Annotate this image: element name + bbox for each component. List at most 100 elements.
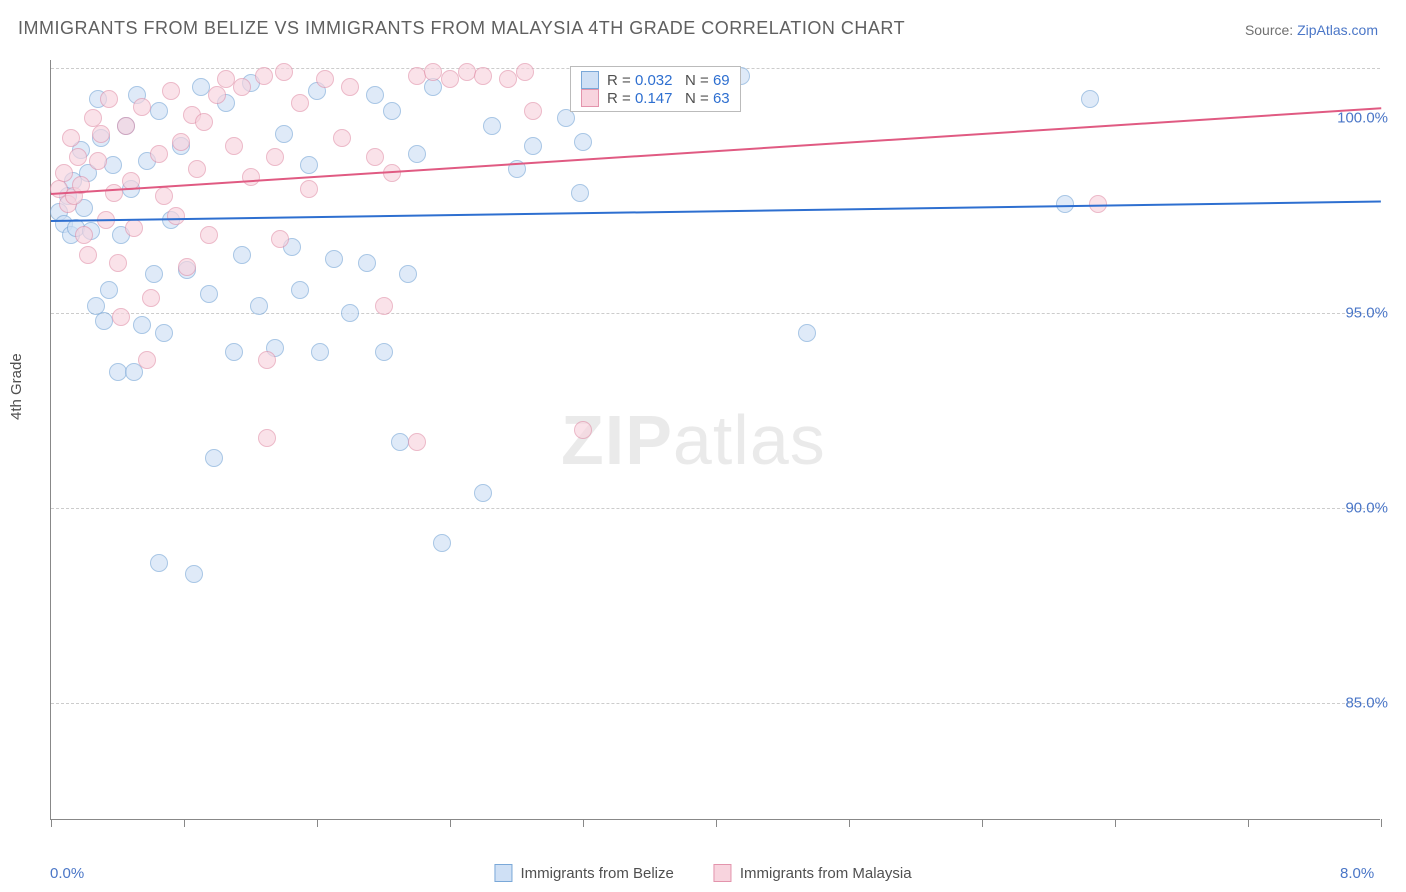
scatter-point <box>375 343 393 361</box>
scatter-point <box>192 78 210 96</box>
y-tick-label: 85.0% <box>1345 695 1388 712</box>
scatter-point <box>55 164 73 182</box>
scatter-point <box>325 250 343 268</box>
scatter-point <box>408 145 426 163</box>
scatter-point <box>109 363 127 381</box>
y-tick-label: 90.0% <box>1345 500 1388 517</box>
scatter-point <box>92 125 110 143</box>
scatter-point <box>155 324 173 342</box>
scatter-point <box>474 67 492 85</box>
scatter-point <box>271 230 289 248</box>
x-tick <box>317 819 318 827</box>
scatter-point <box>150 145 168 163</box>
gridline-horizontal <box>51 313 1380 314</box>
legend-stats: R = 0.147 N = 63 <box>607 90 730 107</box>
scatter-point <box>311 343 329 361</box>
scatter-point <box>125 219 143 237</box>
scatter-plot-area: ZIPatlas <box>50 60 1380 820</box>
scatter-point <box>300 156 318 174</box>
scatter-point <box>200 285 218 303</box>
scatter-point <box>150 102 168 120</box>
legend-swatch <box>581 89 599 107</box>
scatter-point <box>341 78 359 96</box>
scatter-point <box>408 67 426 85</box>
scatter-point <box>275 63 293 81</box>
scatter-point <box>341 304 359 322</box>
x-tick <box>583 819 584 827</box>
scatter-point <box>258 429 276 447</box>
scatter-point <box>225 343 243 361</box>
scatter-point <box>366 148 384 166</box>
scatter-point <box>150 554 168 572</box>
scatter-point <box>798 324 816 342</box>
watermark: ZIPatlas <box>561 400 826 480</box>
legend-swatch <box>714 864 732 882</box>
scatter-point <box>291 94 309 112</box>
scatter-point <box>138 351 156 369</box>
scatter-point <box>366 86 384 104</box>
legend-stats: R = 0.032 N = 69 <box>607 72 730 89</box>
scatter-point <box>185 565 203 583</box>
scatter-point <box>195 113 213 131</box>
x-tick-label: 0.0% <box>50 865 84 882</box>
scatter-point <box>155 187 173 205</box>
scatter-point <box>133 316 151 334</box>
scatter-point <box>499 70 517 88</box>
scatter-point <box>188 160 206 178</box>
scatter-point <box>172 133 190 151</box>
scatter-point <box>178 258 196 276</box>
scatter-point <box>391 433 409 451</box>
legend-swatch <box>581 71 599 89</box>
scatter-point <box>117 117 135 135</box>
scatter-point <box>574 421 592 439</box>
scatter-point <box>133 98 151 116</box>
scatter-point <box>100 281 118 299</box>
y-tick-label: 95.0% <box>1345 305 1388 322</box>
correlation-legend: R = 0.032 N = 69R = 0.147 N = 63 <box>570 66 741 112</box>
trend-line <box>51 107 1381 195</box>
x-tick <box>1381 819 1382 827</box>
legend-item: Immigrants from Malaysia <box>714 864 912 882</box>
legend-label: Immigrants from Malaysia <box>740 865 912 882</box>
scatter-point <box>458 63 476 81</box>
scatter-point <box>408 433 426 451</box>
scatter-point <box>89 152 107 170</box>
scatter-point <box>233 246 251 264</box>
y-tick-label: 100.0% <box>1337 110 1388 127</box>
x-tick <box>184 819 185 827</box>
scatter-point <box>441 70 459 88</box>
scatter-point <box>266 148 284 166</box>
series-legend: Immigrants from Belize Immigrants from Ma… <box>494 864 911 882</box>
scatter-point <box>574 133 592 151</box>
scatter-point <box>474 484 492 502</box>
scatter-point <box>250 297 268 315</box>
scatter-point <box>333 129 351 147</box>
scatter-point <box>524 102 542 120</box>
scatter-point <box>208 86 226 104</box>
legend-row: R = 0.147 N = 63 <box>581 89 730 107</box>
scatter-point <box>62 129 80 147</box>
scatter-point <box>200 226 218 244</box>
scatter-point <box>145 265 163 283</box>
gridline-horizontal <box>51 703 1380 704</box>
legend-item: Immigrants from Belize <box>494 864 673 882</box>
source-link[interactable]: ZipAtlas.com <box>1297 22 1378 38</box>
x-tick-label: 8.0% <box>1340 865 1374 882</box>
legend-label: Immigrants from Belize <box>520 865 673 882</box>
scatter-point <box>242 168 260 186</box>
scatter-point <box>316 70 334 88</box>
scatter-point <box>375 297 393 315</box>
scatter-point <box>95 312 113 330</box>
scatter-point <box>79 246 97 264</box>
scatter-point <box>516 63 534 81</box>
scatter-point <box>225 137 243 155</box>
scatter-point <box>358 254 376 272</box>
x-tick <box>51 819 52 827</box>
scatter-point <box>291 281 309 299</box>
scatter-point <box>69 148 87 166</box>
scatter-point <box>399 265 417 283</box>
legend-swatch <box>494 864 512 882</box>
scatter-point <box>571 184 589 202</box>
scatter-point <box>424 78 442 96</box>
legend-row: R = 0.032 N = 69 <box>581 71 730 89</box>
